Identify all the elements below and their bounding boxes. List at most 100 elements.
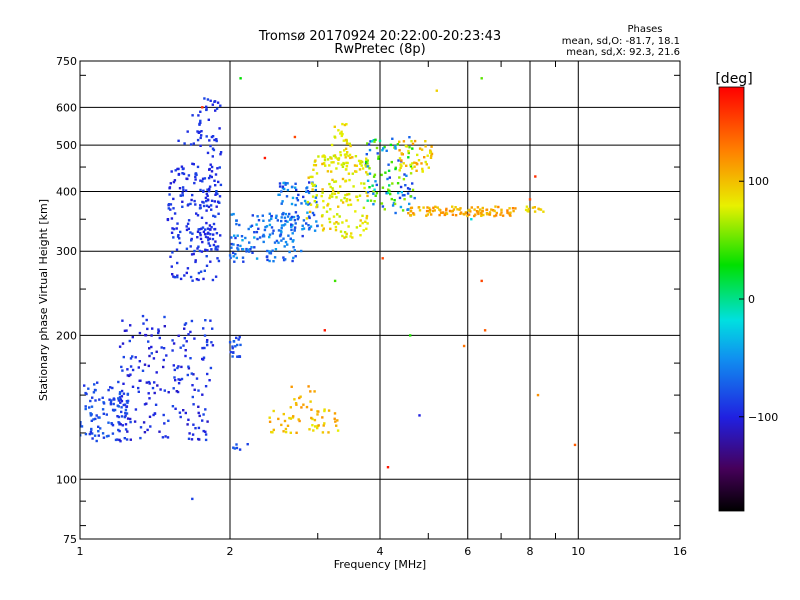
- data-point: [233, 260, 236, 263]
- data-point: [188, 432, 191, 435]
- x-tick-label: 4: [377, 545, 384, 558]
- data-point: [183, 323, 187, 326]
- data-point: [280, 239, 283, 242]
- data-point: [288, 416, 291, 420]
- data-point: [307, 215, 311, 218]
- data-point: [172, 236, 175, 239]
- data-point: [410, 140, 413, 143]
- data-point: [155, 350, 158, 353]
- data-point: [345, 198, 349, 201]
- data-point: [84, 432, 88, 436]
- data-point: [210, 208, 213, 211]
- data-point: [485, 208, 489, 211]
- data-point: [202, 413, 205, 416]
- data-point: [411, 188, 415, 192]
- data-point: [273, 256, 277, 259]
- data-point: [366, 142, 369, 145]
- data-point: [369, 199, 373, 202]
- data-point: [170, 231, 174, 234]
- data-point: [302, 195, 305, 199]
- data-point: [183, 337, 186, 340]
- data-point: [347, 172, 351, 175]
- data-point: [294, 255, 297, 258]
- data-point: [200, 130, 203, 133]
- data-point: [310, 408, 313, 411]
- data-point: [214, 173, 218, 176]
- data-point: [294, 211, 298, 214]
- data-point: [158, 336, 161, 340]
- data-point: [405, 174, 408, 177]
- data-point: [346, 151, 349, 154]
- data-point: [307, 191, 311, 195]
- data-point: [295, 431, 298, 434]
- data-point: [177, 334, 180, 337]
- data-point: [214, 248, 217, 251]
- data-point: [121, 319, 124, 322]
- data-point: [333, 180, 336, 183]
- data-point: [343, 123, 347, 127]
- data-point: [368, 148, 372, 152]
- data-point: [204, 433, 208, 436]
- data-point: [283, 216, 287, 219]
- data-point: [92, 418, 95, 421]
- data-point: [144, 333, 147, 337]
- data-point: [286, 188, 290, 192]
- data-point: [183, 142, 186, 145]
- data-point: [204, 385, 208, 388]
- data-point: [344, 179, 348, 182]
- data-point: [198, 414, 201, 418]
- data-point: [93, 434, 97, 437]
- data-point: [473, 208, 476, 211]
- data-point: [129, 438, 132, 441]
- data-point: [456, 208, 459, 211]
- data-point: [118, 396, 122, 399]
- data-point: [425, 214, 428, 217]
- data-point: [163, 325, 166, 328]
- data-point: [236, 234, 239, 237]
- data-point: [337, 129, 340, 132]
- data-point: [435, 89, 438, 92]
- data-point: [407, 212, 410, 215]
- data-point: [117, 405, 120, 408]
- data-point: [368, 186, 371, 189]
- data-point: [102, 412, 105, 415]
- data-point: [428, 211, 432, 214]
- data-point: [398, 149, 401, 152]
- data-point: [290, 223, 293, 226]
- data-point: [332, 215, 336, 218]
- data-point: [189, 231, 192, 234]
- data-point: [280, 216, 283, 219]
- data-point: [215, 138, 218, 141]
- data-point: [169, 208, 172, 211]
- data-point: [314, 159, 317, 162]
- data-point: [205, 135, 208, 138]
- data-point: [209, 366, 213, 370]
- data-point: [157, 331, 160, 335]
- data-point: [433, 209, 436, 212]
- data-point: [280, 190, 283, 193]
- data-point: [321, 416, 324, 419]
- data-point: [407, 149, 410, 153]
- data-point: [190, 372, 193, 375]
- data-point: [309, 390, 312, 393]
- data-point: [179, 277, 183, 281]
- data-point: [201, 180, 204, 183]
- data-point: [409, 163, 412, 167]
- data-point: [216, 248, 219, 251]
- data-point: [494, 205, 497, 208]
- data-point: [286, 220, 289, 223]
- colorbar-label: [deg]: [715, 71, 752, 87]
- data-point: [236, 343, 239, 347]
- data-point: [339, 154, 342, 157]
- data-point: [231, 251, 235, 255]
- data-point: [316, 426, 319, 430]
- data-point: [187, 367, 191, 370]
- data-point: [211, 344, 215, 347]
- data-point: [315, 172, 319, 175]
- data-point: [396, 182, 400, 185]
- data-point: [388, 190, 391, 193]
- data-point: [271, 431, 274, 434]
- data-point: [348, 142, 351, 145]
- data-point: [191, 384, 194, 387]
- data-point: [199, 237, 203, 241]
